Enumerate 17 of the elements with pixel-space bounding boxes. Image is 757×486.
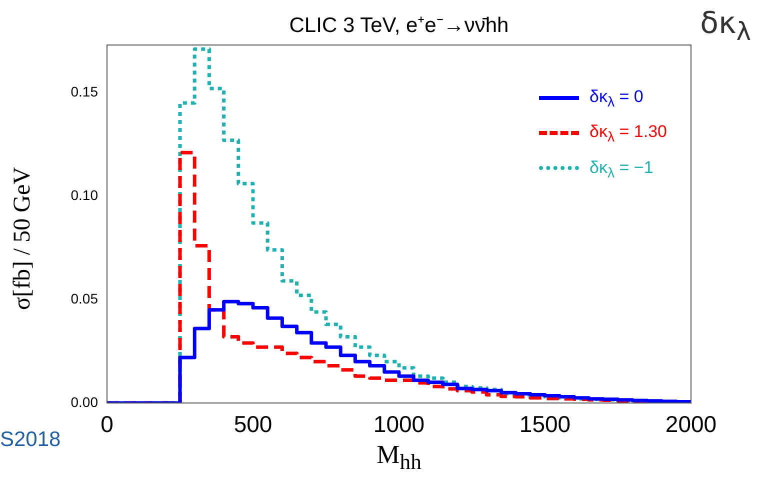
text: S2018 — [0, 428, 61, 452]
y-tick-label: 0.00 — [70, 394, 98, 410]
x-tick-label: 500 — [234, 411, 272, 438]
y-axis-title: σ[fb] / 50 GeV — [10, 166, 36, 312]
chart-title: CLIC 3 TeV, e⁺e⁻→νν̄hh — [288, 13, 510, 38]
x-tick-label: 1500 — [519, 411, 571, 438]
legend-label: δκ$_{λ}$ = 1.30 — [589, 122, 667, 146]
x-tick-label: 1000 — [373, 411, 425, 438]
y-tick-label: 0.15 — [70, 83, 98, 100]
legend-label: δκ$_{λ}$ = 0 — [589, 87, 644, 110]
x-tick-label: 2000 — [665, 411, 717, 438]
text: δκ$_{λ}$ — [700, 6, 751, 46]
legend-label: δκ$_{λ}$ = −1 — [589, 158, 654, 182]
x-tick-label: 0 — [100, 411, 114, 438]
y-tick-label: 0.05 — [70, 290, 98, 306]
x-axis-title: M$_{hh}$ — [376, 440, 422, 476]
y-tick-label: 0.10 — [70, 186, 98, 203]
